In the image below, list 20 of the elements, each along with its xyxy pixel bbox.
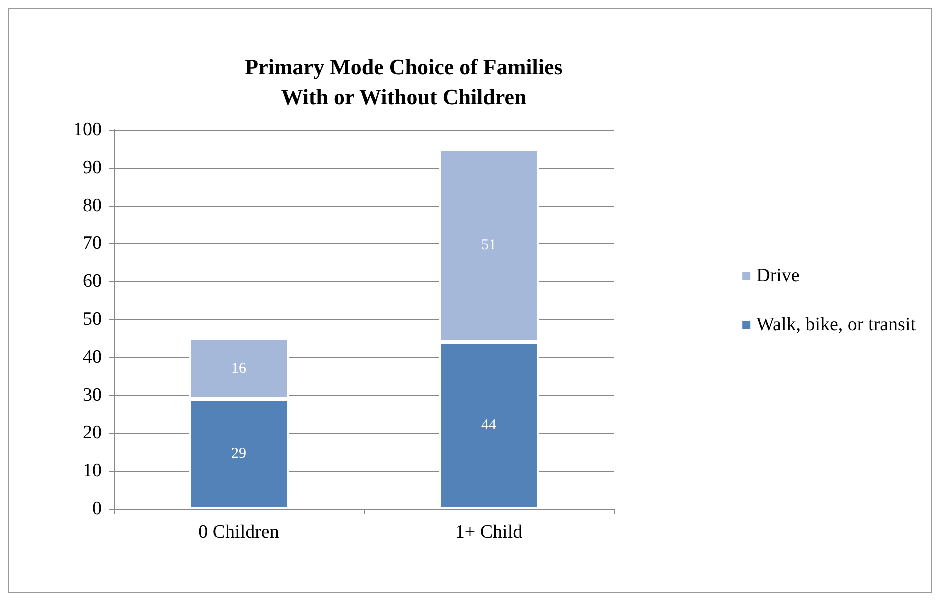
y-tick-label: 10 [83, 460, 102, 482]
legend-label: Drive [756, 266, 800, 286]
y-tick-label: 70 [83, 233, 102, 254]
y-tick-label: 60 [83, 271, 102, 292]
x-tick-label: 0 Children [198, 522, 280, 543]
y-tick-label: 50 [83, 309, 102, 330]
y-tick-label: 100 [74, 120, 102, 140]
chart-title: Primary Mode Choice of Families With or Without Children [245, 54, 564, 110]
data-label: 16 [232, 360, 247, 377]
legend-label: Walk, bike, or transit [756, 314, 917, 336]
y-tick-label: 80 [83, 195, 102, 216]
y-tick-label: 90 [83, 157, 102, 178]
data-label: 51 [482, 238, 496, 254]
y-tick-label: 40 [83, 346, 102, 368]
data-label: 44 [482, 418, 497, 434]
y-tick-label: 20 [83, 422, 102, 444]
y-tick-label: 0 [92, 498, 102, 520]
x-tick-label: 1+ Child [455, 522, 524, 543]
data-label: 29 [232, 446, 246, 462]
y-tick-label: 30 [83, 384, 102, 406]
